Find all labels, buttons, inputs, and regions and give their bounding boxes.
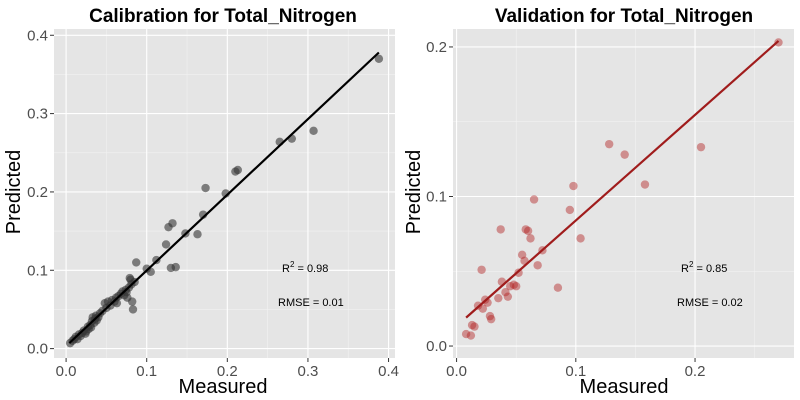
calibration-chart: Calibration for Total_Nitrogen 0.0 0.1 0.2… (3, 6, 399, 398)
data-point (553, 283, 563, 292)
data-point (470, 322, 479, 331)
calibration-fit-line (68, 51, 380, 344)
y-tick-label: 0.1 (426, 188, 447, 205)
data-point (640, 180, 650, 189)
data-point (774, 38, 783, 47)
validation-x-ticks: 0.0 0.1 0.2 (446, 358, 705, 380)
data-point (620, 150, 629, 159)
data-point (233, 165, 243, 175)
data-point (523, 226, 533, 236)
data-point (168, 219, 177, 228)
data-point (569, 181, 578, 191)
x-tick-label: 0.2 (685, 363, 706, 380)
data-point (466, 331, 476, 340)
data-point (128, 305, 138, 314)
y-tick-label: 0.2 (426, 39, 447, 56)
validation-title: Validation for Total_Nitrogen (495, 6, 753, 27)
x-tick-label: 0.3 (298, 363, 319, 380)
validation-r2-annotation: R2 = 0.85 (681, 260, 727, 275)
data-point (509, 280, 519, 289)
data-point (461, 329, 471, 339)
x-tick-label: 0.4 (378, 363, 399, 380)
data-point (193, 230, 202, 239)
y-tick-label: 0.0 (27, 341, 48, 358)
data-point (604, 139, 614, 149)
validation-y-axis-title: Predicted (403, 150, 425, 235)
data-point (517, 250, 527, 260)
data-point (511, 282, 521, 291)
data-point (309, 126, 318, 136)
data-point (374, 54, 384, 63)
x-tick-label: 0.1 (136, 363, 157, 380)
data-point (201, 183, 210, 193)
data-point (503, 292, 513, 301)
calibration-y-axis-title: Predicted (3, 150, 25, 235)
data-point (529, 195, 539, 204)
validation-chart: Validation for Total_Nitrogen 0.0 0.1 0.2 … (403, 6, 794, 398)
y-tick-label: 0.0 (426, 338, 447, 355)
data-point (478, 304, 488, 313)
data-point (494, 293, 503, 303)
data-point (127, 297, 137, 306)
data-point (485, 311, 495, 321)
y-tick-label: 0.3 (27, 106, 48, 123)
data-point (565, 205, 575, 215)
y-tick-label: 0.1 (27, 262, 48, 279)
y-tick-label: 0.2 (27, 184, 48, 201)
calibration-y-ticks: 0.0 0.1 0.2 0.3 0.4 (27, 27, 54, 358)
data-point (506, 282, 515, 291)
data-point (501, 288, 510, 297)
data-point (576, 234, 585, 243)
data-point (171, 262, 180, 272)
calibration-x-axis-title: Measured (179, 376, 268, 398)
validation-y-ticks: 0.0 0.1 0.2 (426, 39, 453, 355)
data-point (696, 142, 706, 152)
x-tick-label: 0.1 (565, 363, 586, 380)
calibration-rmse-annotation: RMSE = 0.01 (278, 297, 344, 309)
data-point (533, 261, 542, 270)
calibration-r2-annotation: R2 = 0.98 (282, 260, 328, 275)
data-point (132, 258, 141, 267)
validation-x-axis-title: Measured (580, 376, 669, 398)
calibration-title: Calibration for Total_Nitrogen (89, 6, 357, 27)
data-point (477, 265, 486, 274)
validation-rmse-annotation: RMSE = 0.02 (677, 297, 743, 309)
data-point (486, 314, 496, 324)
validation-gridlines (453, 29, 794, 358)
calibration-x-ticks: 0.0 0.1 0.2 0.3 0.4 (56, 358, 399, 380)
x-tick-label: 0.0 (446, 363, 467, 380)
data-point (526, 234, 535, 243)
x-tick-label: 0.0 (56, 363, 77, 380)
x-tick-label: 0.2 (217, 363, 238, 380)
data-point (496, 225, 505, 234)
data-point (467, 320, 477, 330)
data-point (161, 240, 171, 249)
data-point (521, 225, 530, 234)
validation-plot-background (453, 29, 794, 358)
validation-fit-line (465, 40, 780, 319)
y-tick-label: 0.4 (27, 27, 48, 44)
validation-points (461, 38, 783, 340)
